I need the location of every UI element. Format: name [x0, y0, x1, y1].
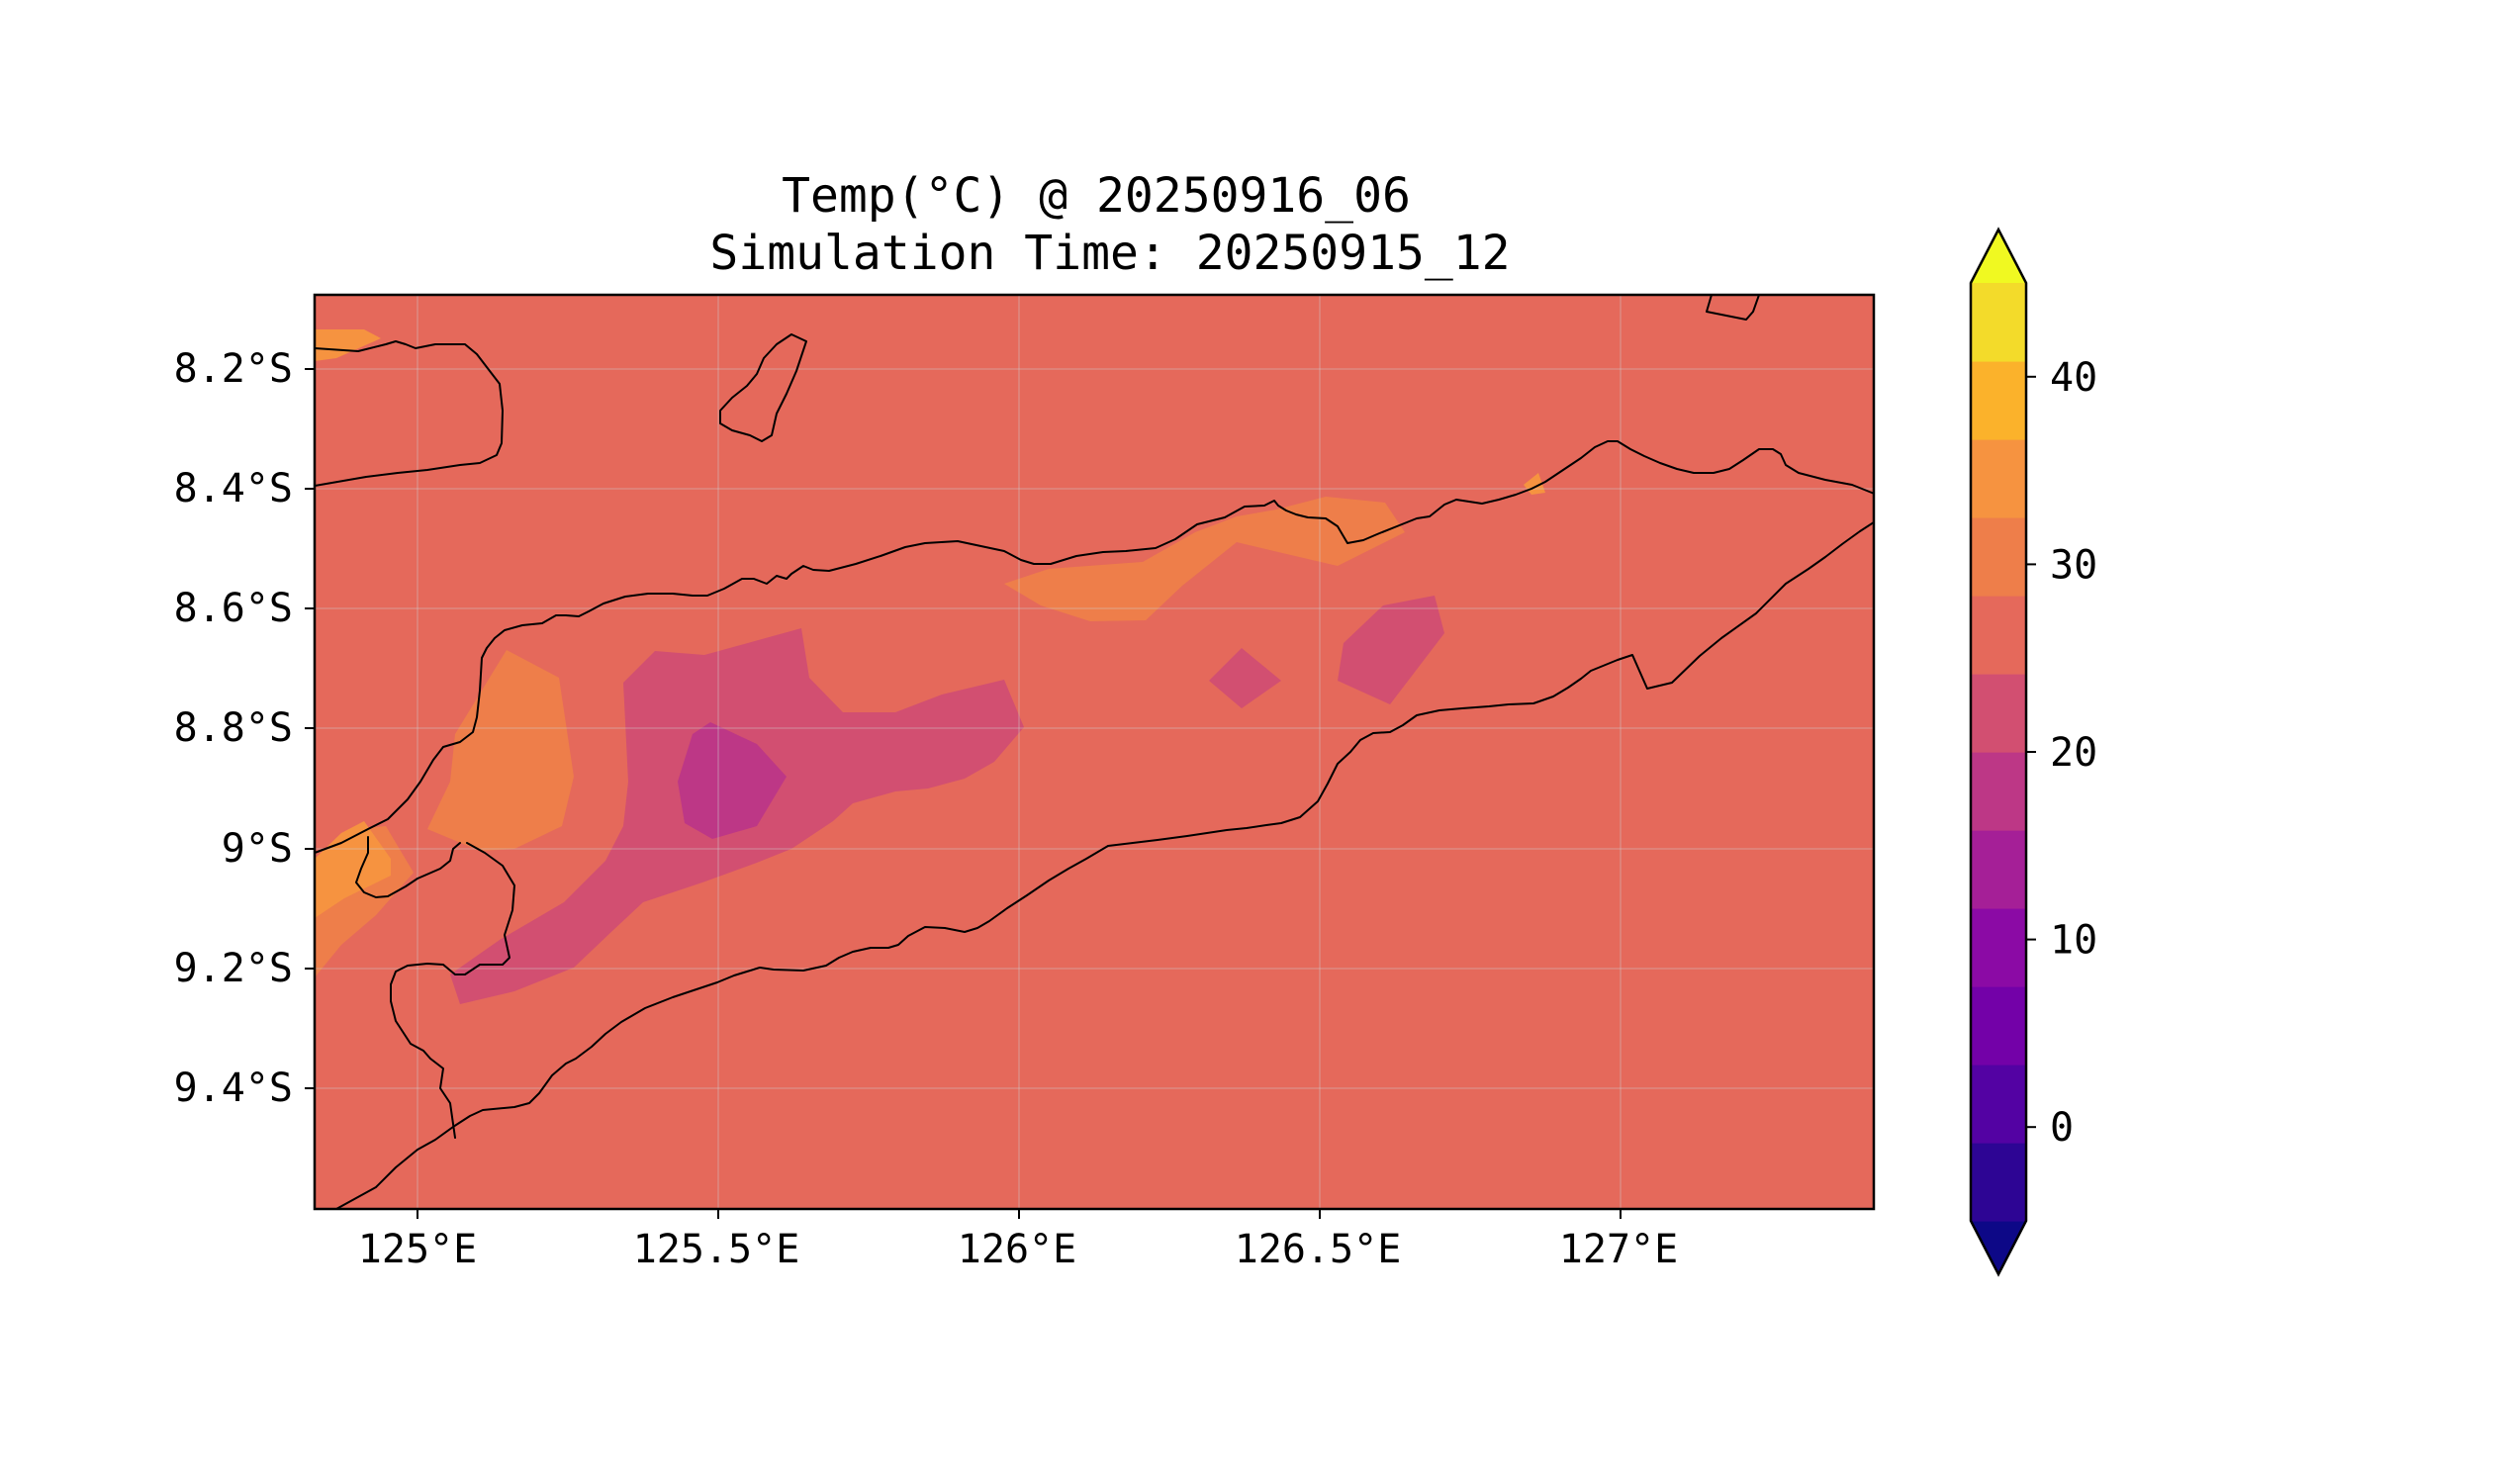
warm-region-north-coast	[1004, 497, 1405, 621]
x-tick-label: 125°E	[358, 1227, 477, 1272]
coastline-atauro-island	[719, 333, 807, 442]
y-tick-label: 9.2°S	[174, 946, 293, 991]
cool-core-region	[678, 722, 787, 839]
colorbar-extend-max	[1971, 230, 2026, 283]
coastline-west-peninsula	[355, 836, 461, 898]
colorbar-band	[1971, 908, 2026, 987]
colorbar-band	[1971, 517, 2026, 597]
colorbar-band	[1971, 830, 2026, 909]
coastline-alor-island	[315, 340, 504, 487]
colorbar-band	[1971, 752, 2026, 831]
colorbar-tick-label: 30	[2050, 542, 2097, 588]
map-frame	[313, 293, 1876, 1211]
x-tick-label: 126°E	[958, 1227, 1076, 1272]
map-subtitle: Simulation Time: 20250915_12	[709, 226, 1510, 281]
gridlines	[315, 295, 1874, 1209]
x-tick-label: 125.5°E	[633, 1227, 800, 1272]
coastline-southwest	[390, 842, 515, 1139]
colorbar-band	[1971, 283, 2026, 362]
y-axis: 8.2°S 8.4°S 8.6°S 8.8°S 9°S 9.2°S 9.4°S	[174, 346, 315, 1111]
colorbar-band	[1971, 596, 2026, 675]
warm-region-west-interior	[427, 650, 574, 851]
colorbar-tick-label: 20	[2050, 730, 2097, 776]
y-tick-label: 9°S	[222, 826, 293, 872]
coastline-northeast-island	[1706, 295, 1760, 321]
y-tick-label: 9.4°S	[174, 1066, 293, 1111]
y-tick-label: 8.4°S	[174, 466, 293, 511]
temperature-field-background	[315, 295, 1874, 1209]
colorbar-extend-min	[1971, 1221, 2026, 1274]
colorbar-band	[1971, 439, 2026, 518]
x-axis: 125°E 125.5°E 126°E 126.5°E 127°E	[358, 1209, 1678, 1272]
coastlines	[315, 295, 1874, 1209]
colorbar: 0 10 20 30 40	[1969, 227, 2097, 1277]
cool-patch-east-b	[1338, 596, 1444, 704]
map-title: Temp(°C) @ 20250916_06	[782, 168, 1411, 224]
y-tick-label: 8.6°S	[174, 586, 293, 631]
colorbar-band	[1971, 674, 2026, 753]
x-tick-label: 127°E	[1559, 1227, 1678, 1272]
hot-patch-northwest	[315, 329, 381, 361]
coastline-timor	[315, 440, 1874, 1209]
colorbar-band	[1971, 1065, 2026, 1144]
colorbar-tick-label: 40	[2050, 355, 2097, 401]
map-panel	[315, 295, 1874, 1209]
colorbar-band	[1971, 1143, 2026, 1222]
x-tick-label: 126.5°E	[1235, 1227, 1402, 1272]
colorbar-band	[1971, 361, 2026, 440]
cool-patch-east-a	[1209, 648, 1281, 708]
y-tick-label: 8.2°S	[174, 346, 293, 392]
colorbar-band	[1971, 986, 2026, 1066]
colorbar-outline	[1969, 227, 2028, 1277]
y-tick-label: 8.8°S	[174, 705, 293, 751]
colorbar-tick-label: 10	[2050, 918, 2097, 964]
colorbar-tick-label: 0	[2050, 1105, 2074, 1151]
